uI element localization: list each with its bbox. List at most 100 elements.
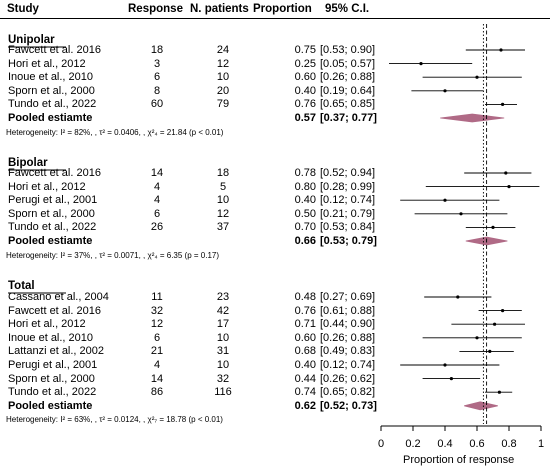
point-estimate	[443, 363, 447, 367]
x-tick-label: 0.2	[405, 438, 421, 450]
heterogeneity-i2: I² = 82%,	[60, 127, 95, 137]
proportion-value: 0.60	[294, 71, 316, 84]
header-divider	[0, 18, 550, 19]
study-name: Sporn et al., 2000	[8, 207, 95, 220]
response-count: 26	[150, 221, 164, 234]
response-count: 14	[150, 372, 164, 385]
ci-value: [0.44; 0.90]	[320, 318, 376, 331]
patient-count: 23	[216, 291, 230, 303]
point-estimate	[491, 225, 495, 229]
response-count: 21	[150, 345, 164, 358]
patient-count: 10	[216, 71, 230, 84]
ci-value: [0.53; 0.90]	[320, 44, 376, 56]
pooled-proportion: 0.57	[294, 112, 316, 124]
patient-count: 12	[216, 57, 230, 70]
pooled-proportion: 0.66	[294, 235, 316, 247]
proportion-value: 0.80	[294, 180, 316, 193]
ci-value: [0.26; 0.88]	[320, 71, 376, 84]
header-response: Response	[128, 3, 183, 15]
ci-value: [0.19; 0.64]	[320, 84, 376, 97]
response-count: 4	[153, 180, 161, 193]
point-estimate	[499, 48, 503, 52]
heterogeneity-i2: I² = 63%,	[60, 415, 95, 425]
heterogeneity-tau2: τ² = 0.0406,	[99, 127, 144, 137]
ci-value: [0.12; 0.74]	[320, 359, 376, 371]
heterogeneity-stats: Heterogeneity: I² = 37%, , τ² = 0.0071, …	[6, 250, 220, 260]
proportion-value: 0.60	[294, 331, 316, 344]
pooled-proportion: 0.62	[294, 399, 316, 412]
point-estimate	[456, 295, 460, 299]
study-name: Hori et al., 2012	[8, 318, 86, 331]
pooled-ci: [0.52; 0.73]	[320, 399, 377, 412]
x-tick-label: 0.6	[469, 438, 485, 450]
response-count: 32	[150, 304, 164, 317]
header-study: Study	[7, 3, 39, 15]
point-estimate	[488, 349, 492, 353]
proportion-value: 0.70	[294, 221, 316, 234]
x-axis-title: Proportion of response	[403, 454, 515, 466]
response-count: 6	[153, 331, 161, 344]
study-name: Cassano et al., 2004	[8, 291, 109, 303]
proportion-value: 0.74	[294, 386, 316, 399]
patient-count: 10	[216, 194, 230, 207]
patient-count: 24	[216, 44, 230, 56]
proportion-value: 0.25	[294, 57, 316, 70]
ci-value: [0.49; 0.83]	[320, 345, 376, 358]
response-count: 4	[153, 194, 161, 207]
ci-value: [0.12; 0.74]	[320, 194, 376, 207]
point-estimate	[475, 75, 479, 79]
study-name: Sporn et al., 2000	[8, 84, 95, 97]
response-count: 86	[150, 386, 164, 399]
proportion-value: 0.50	[294, 207, 316, 220]
study-name: Perugi et al., 2001	[8, 194, 98, 207]
heterogeneity-chi2: χ²₄ = 21.84	[147, 127, 189, 137]
pooled-ci: [0.53; 0.79]	[320, 235, 377, 247]
study-name: Hori et al., 2012	[8, 180, 86, 193]
x-tick-label: 1	[537, 438, 545, 450]
heterogeneity-stats: Heterogeneity: I² = 63%, , τ² = 0.0124, …	[6, 415, 223, 425]
heterogeneity-i2: I² = 37%,	[60, 250, 95, 260]
response-count: 14	[150, 167, 164, 179]
heterogeneity-chi2: χ²₇ = 18.78	[147, 415, 189, 425]
header-n-patients: N. patients	[190, 3, 249, 15]
pooled-label: Pooled estiamte	[8, 399, 93, 412]
ci-value: [0.26; 0.88]	[320, 331, 376, 344]
study-name: Tundo et al., 2022	[8, 221, 97, 234]
patient-count: 116	[214, 386, 232, 399]
point-estimate	[443, 198, 447, 202]
proportion-value: 0.44	[294, 372, 316, 385]
point-estimate	[475, 336, 479, 340]
study-name: Inoue et al., 2010	[8, 331, 94, 344]
point-estimate	[443, 89, 447, 93]
proportion-value: 0.76	[294, 98, 316, 111]
proportion-value: 0.78	[294, 167, 316, 179]
pooled-estimate-diamond	[464, 401, 498, 411]
header-ci: 95% C.I.	[325, 3, 370, 15]
proportion-value: 0.75	[294, 44, 316, 56]
pooled-label: Pooled estiamte	[8, 112, 93, 124]
x-tick-label: 0	[377, 438, 385, 450]
heterogeneity-chi2: χ²₄ = 6.35	[147, 250, 185, 260]
point-estimate	[493, 322, 497, 326]
patient-count: 17	[216, 318, 230, 331]
ci-value: [0.27; 0.69]	[320, 291, 376, 303]
proportion-value: 0.76	[294, 304, 316, 317]
study-name: Inoue et al., 2010	[8, 71, 94, 84]
heterogeneity-p: (p < 0.01)	[189, 127, 224, 137]
patient-count: 37	[216, 221, 230, 234]
proportion-value: 0.40	[294, 84, 316, 97]
patient-count: 10	[216, 331, 230, 344]
response-count: 4	[153, 359, 161, 371]
header-proportion: Proportion	[253, 3, 312, 15]
heterogeneity-prefix: Heterogeneity:	[6, 250, 61, 260]
group-heading: Unipolar	[8, 34, 55, 46]
patient-count: 31	[216, 345, 230, 358]
ci-value: [0.52; 0.94]	[320, 167, 376, 179]
heterogeneity-p: (p < 0.01)	[188, 415, 223, 425]
heterogeneity-prefix: Heterogeneity:	[6, 415, 61, 425]
heterogeneity-stats: Heterogeneity: I² = 82%, , τ² = 0.0406, …	[6, 127, 224, 137]
patient-count: 42	[216, 304, 230, 317]
proportion-value: 0.48	[294, 291, 316, 303]
ci-value: [0.53; 0.84]	[320, 221, 376, 234]
